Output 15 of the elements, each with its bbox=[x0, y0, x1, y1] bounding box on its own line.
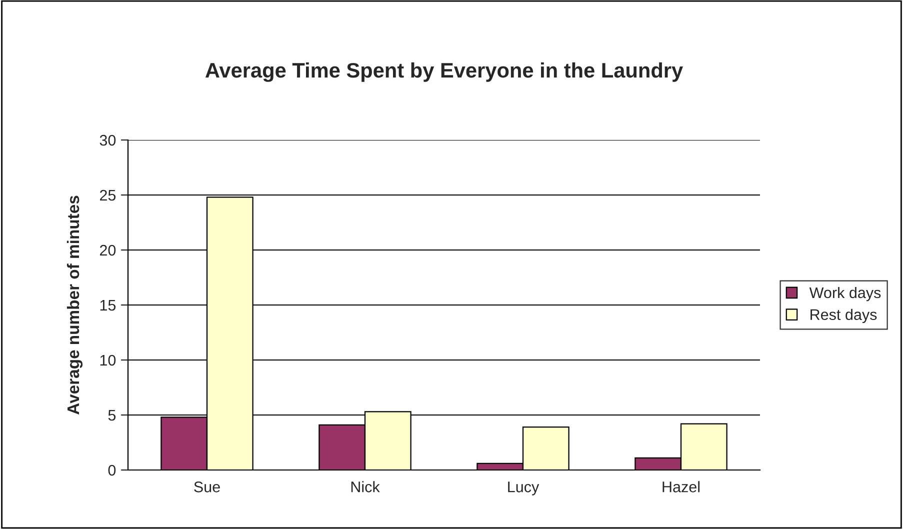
y-tick-label: 30 bbox=[100, 134, 116, 146]
y-tick-label: 5 bbox=[108, 410, 116, 421]
y-tick-label: 15 bbox=[100, 300, 116, 311]
legend-label: Rest days bbox=[810, 308, 877, 324]
x-tick-label: Lucy bbox=[508, 482, 540, 496]
x-tick-label: Nick bbox=[351, 481, 380, 492]
y-tick-label: 10 bbox=[100, 354, 116, 366]
x-tick-label: Hazel bbox=[662, 481, 700, 492]
y-tick-label: 20 bbox=[100, 244, 116, 256]
chart-title: Average Time Spent by Everyone in the Laundry bbox=[205, 62, 683, 82]
legend-label: Work days bbox=[809, 286, 881, 302]
y-tick-label: 0 bbox=[108, 464, 116, 476]
y-tick-label: 25 bbox=[100, 190, 116, 201]
y-axis-title: Average number of minutes bbox=[66, 196, 83, 414]
x-tick-label: Sue bbox=[194, 482, 220, 492]
